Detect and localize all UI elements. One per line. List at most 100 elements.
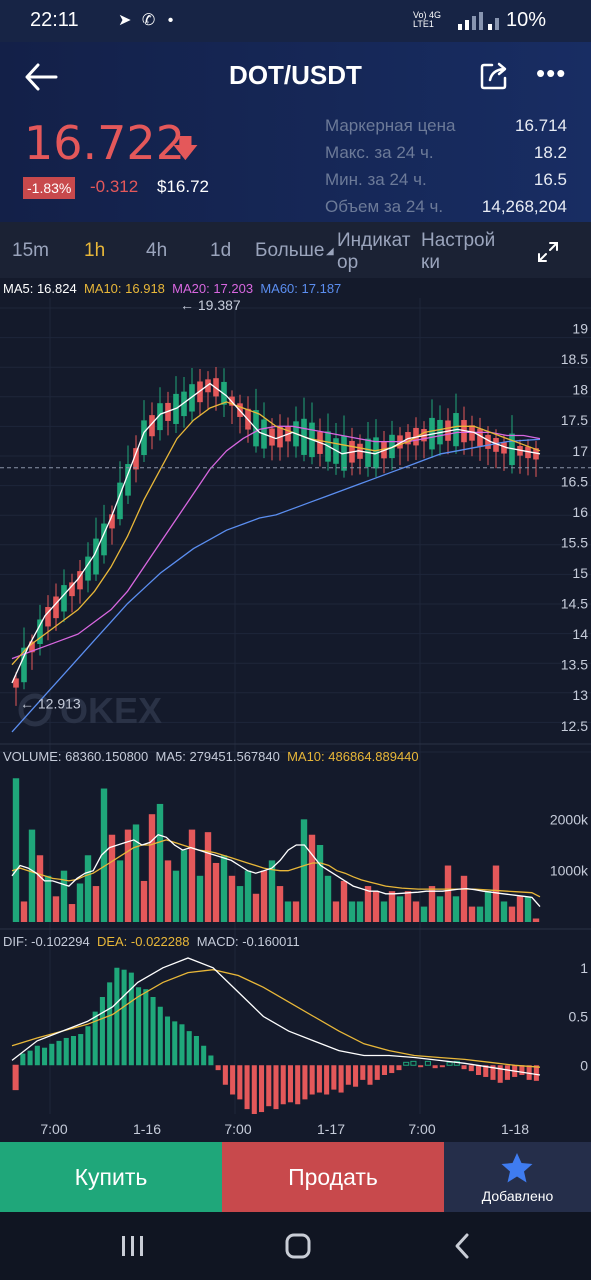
macd-histogram-bar [215,1065,221,1071]
tab-15m[interactable]: 15m [12,240,49,261]
volume-bar [28,829,36,922]
volume-bar [220,855,228,922]
low-price-label: ← 12.913 [20,696,81,712]
candle-body [77,571,83,590]
candle-body [93,538,99,575]
sell-button[interactable]: Продать [222,1142,444,1212]
price-axis-tick: 19 [572,321,588,337]
macd-histogram-bar [259,1065,265,1113]
price-axis-tick: 16.5 [561,473,588,489]
macd-histogram-bar [121,969,127,1066]
back-arrow-icon[interactable] [22,60,62,94]
price-axis-tick: 17.5 [561,412,588,428]
macd-histogram-bar [222,1065,228,1085]
tab-1d[interactable]: 1d [210,240,232,261]
macd-histogram-bar [287,1065,293,1103]
volume-bar [204,832,212,922]
candle-body [485,434,491,449]
buy-button[interactable]: Купить [0,1142,222,1212]
volume-bar [260,870,268,922]
tab-1h[interactable]: 1h [84,240,106,261]
ma20-line [11,425,541,660]
volume-bar [132,824,140,922]
back-nav-icon[interactable] [452,1232,472,1260]
volume-bar [292,901,300,922]
candle-body [189,384,195,412]
volume-bar [500,901,508,922]
macd-histogram-bar [526,1065,532,1080]
macd-histogram-bar [12,1064,19,1091]
candle-body [525,446,531,459]
macd-histogram-bar [136,987,142,1066]
volume-bar [52,896,60,922]
volume-bar [468,906,476,922]
macd-histogram-bar [107,982,113,1066]
volume-bar [444,865,452,922]
macd-histogram-bar [439,1065,445,1068]
volume-bar [508,906,516,922]
dot-icon: • [167,12,174,29]
macd-histogram-bar [164,1016,171,1066]
tab-settings[interactable]: Настрой ки [421,230,495,274]
candle-body [493,437,499,452]
favorite-button[interactable]: Добавлено [444,1142,591,1212]
x-axis-tick: 7:00 [408,1121,435,1137]
volume-bar [332,901,340,922]
macd-histogram-bar [338,1065,344,1093]
volume-bar [172,870,180,922]
candle-body [133,448,139,470]
stat-volume-24h: Объем за 24 ч. 14,268,204 [325,197,567,224]
volume-bar [100,788,108,922]
stat-label: Объем за 24 ч. [325,197,444,216]
candle-body [125,464,131,496]
macd-histogram-bar [92,1011,98,1066]
stat-value: 14,268,204 [481,197,567,216]
macd-histogram-bar [78,1034,84,1066]
macd-histogram-bar [468,1065,474,1072]
tab-settings-line2: ки [421,252,440,273]
volume-bar [324,875,332,922]
legend-volume: VOLUME: 68360.150800 [3,749,149,764]
fiat-price: $16.72 [157,177,209,196]
price-axis-tick: 17 [572,443,588,459]
price-axis-tick: 13 [572,687,588,703]
signal-icon [458,12,499,30]
home-icon[interactable] [284,1232,312,1260]
tab-indicators[interactable]: Индикат ор [337,230,410,274]
recent-apps-icon[interactable] [120,1234,146,1258]
favorite-label: Добавлено [481,1188,554,1204]
tab-4h[interactable]: 4h [146,240,168,261]
volume-bar [276,886,284,922]
tab-more[interactable]: Больше [255,240,325,261]
candle-body [181,391,187,417]
volume-bar [396,896,404,922]
volume-bar [116,860,124,922]
macd-axis-tick: 0.5 [569,1009,589,1025]
x-axis-tick: 1-16 [133,1121,161,1137]
ma5-line [11,382,541,684]
macd-histogram-bar [179,1024,185,1066]
viber-icon: ✆ [141,12,156,29]
macd-histogram-bar [309,1065,315,1095]
chart-area[interactable]: MA5: 16.824 MA10: 16.918 MA20: 17.203 MA… [0,278,591,1142]
candle-body [389,434,395,459]
more-options-icon[interactable]: ••• [536,58,567,88]
volume-bar [68,904,76,922]
candle-body [61,585,67,612]
fullscreen-icon[interactable] [536,240,560,264]
volume-bar [524,896,532,922]
macd-histogram-bar [201,1045,207,1066]
volume-bar [452,896,460,922]
macd-histogram-bar [34,1045,40,1066]
volume-bar [84,855,92,922]
share-icon[interactable] [478,60,510,92]
candle-body [157,403,163,431]
stat-label: Мин. за 24 ч. [325,170,427,189]
macd-histogram-bar [27,1050,33,1066]
price-down-arrow-icon: 🡇 [172,133,199,163]
macd-histogram-bar [424,1060,431,1066]
macd-histogram-bar [410,1060,417,1066]
candle-body [197,381,203,403]
legend-ma20: MA20: 17.203 [172,281,254,296]
candle-body [21,647,27,683]
